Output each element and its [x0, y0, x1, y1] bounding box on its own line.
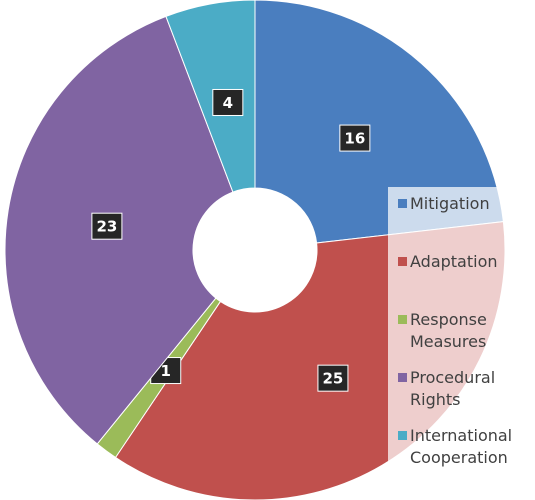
data-label: 23: [96, 218, 117, 236]
legend-label: International Cooperation: [410, 426, 513, 467]
legend-item: Mitigation: [398, 193, 535, 251]
legend-item: International Cooperation: [398, 425, 535, 483]
donut-slice: [165, 0, 256, 193]
data-label: 4: [223, 94, 233, 112]
data-label-box: [317, 364, 349, 392]
legend-label: Mitigation: [410, 194, 490, 213]
data-label-box: [212, 88, 244, 116]
legend-swatch: [398, 257, 407, 266]
legend-item: Response Measures: [398, 309, 535, 367]
legend-label: Procedural Rights: [410, 368, 496, 409]
data-label: 1: [161, 362, 171, 380]
legend-swatch: [398, 315, 407, 324]
data-label: 25: [323, 370, 344, 388]
legend: Mitigation Adaptation Response Measures Pro…: [388, 187, 535, 470]
legend-swatch: [398, 199, 407, 208]
legend-swatch: [398, 373, 407, 382]
legend-swatch: [398, 431, 407, 440]
legend-item: Adaptation: [398, 251, 535, 309]
legend-label: Adaptation: [410, 252, 498, 271]
data-label-box: [339, 124, 371, 152]
donut-slice: [254, 0, 504, 244]
legend-item: Procedural Rights: [398, 367, 535, 425]
data-label: 16: [344, 130, 365, 148]
legend-label: Response Measures: [410, 310, 487, 351]
data-label-box: [91, 212, 123, 240]
